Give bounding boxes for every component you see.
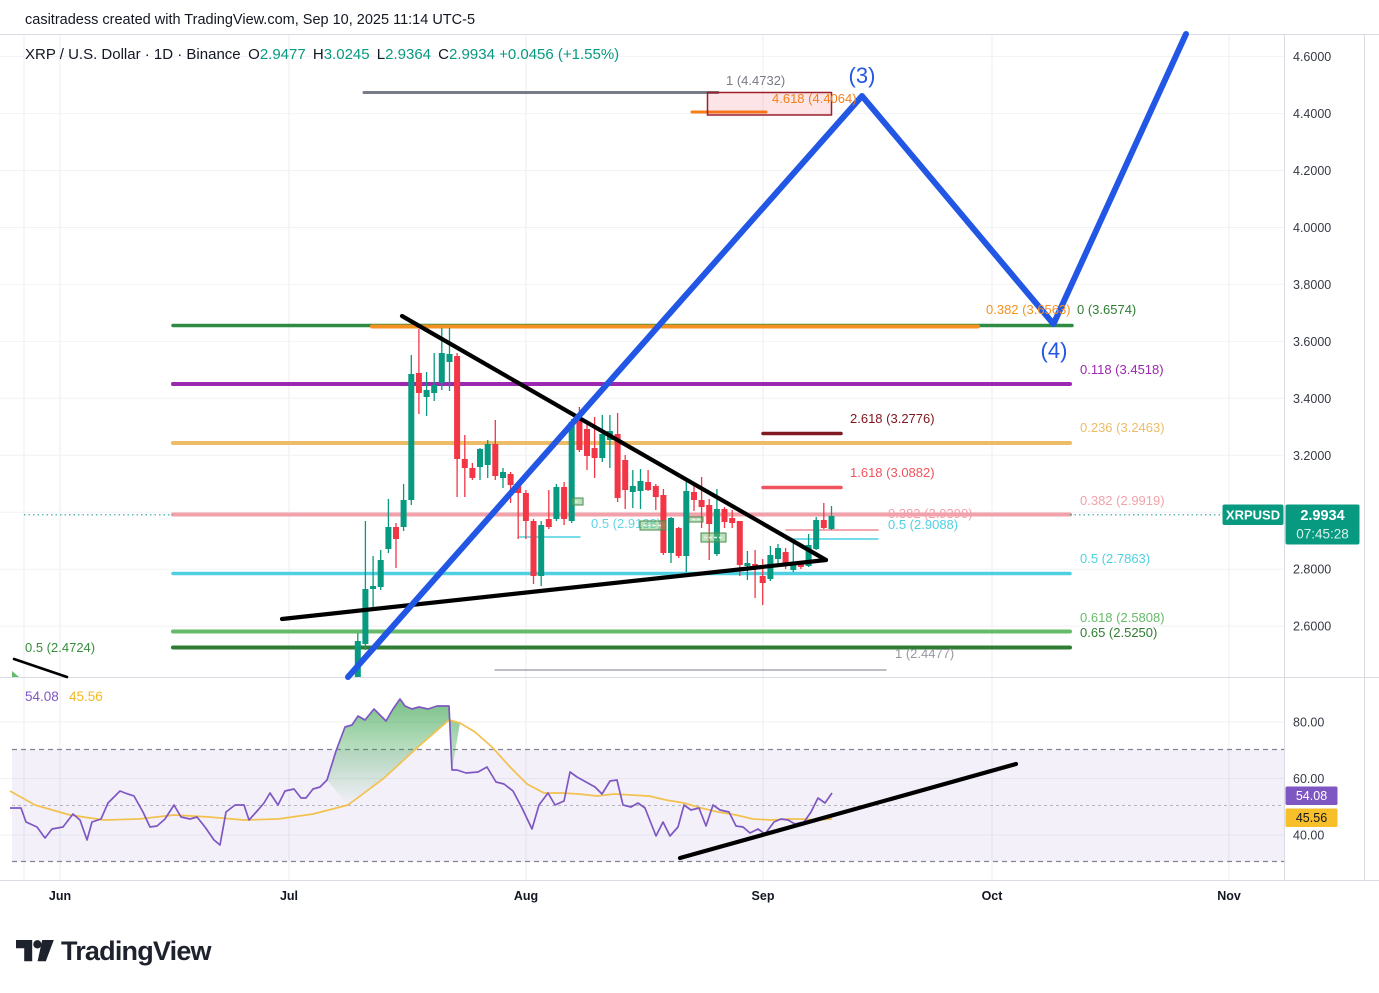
svg-text:0.118 (3.4518): 0.118 (3.4518)	[1080, 362, 1164, 377]
svg-text:3.4000: 3.4000	[1293, 392, 1331, 406]
svg-text:0.5 (2.4724): 0.5 (2.4724)	[25, 640, 95, 655]
svg-text:3.6000: 3.6000	[1293, 335, 1331, 349]
svg-text:80.00: 80.00	[1293, 716, 1324, 730]
svg-text:Nov: Nov	[1217, 889, 1241, 903]
svg-text:Jun: Jun	[49, 889, 71, 903]
svg-text:Jul: Jul	[280, 889, 298, 903]
svg-text:0.382 (3.6563): 0.382 (3.6563)	[986, 302, 1071, 317]
svg-text:casitradess created with Tradi: casitradess created with TradingView.com…	[25, 12, 475, 28]
svg-text:Aug: Aug	[514, 889, 538, 903]
svg-text:2.8000: 2.8000	[1293, 563, 1331, 577]
svg-text:(3): (3)	[849, 63, 876, 88]
svg-text:07:45:28: 07:45:28	[1296, 527, 1349, 542]
svg-text:Sep: Sep	[752, 889, 775, 903]
svg-text:60.00: 60.00	[1293, 772, 1324, 786]
svg-text:0.382 (2.9919): 0.382 (2.9919)	[1080, 493, 1165, 508]
svg-text:1 (4.4732): 1 (4.4732)	[726, 73, 785, 88]
svg-text:0.618 (2.5808): 0.618 (2.5808)	[1080, 610, 1165, 625]
svg-text:(4): (4)	[1041, 338, 1068, 363]
svg-text:0.5 (2.7863): 0.5 (2.7863)	[1080, 551, 1150, 566]
svg-text:1 (2.4477): 1 (2.4477)	[895, 646, 954, 661]
svg-text:3.2000: 3.2000	[1293, 449, 1331, 463]
svg-text:40.00: 40.00	[1293, 829, 1324, 843]
svg-text:2.9934: 2.9934	[1300, 508, 1344, 524]
svg-text:0.65 (2.5250): 0.65 (2.5250)	[1080, 625, 1157, 640]
svg-text:0.236 (3.2463): 0.236 (3.2463)	[1080, 420, 1165, 435]
svg-text:Oct: Oct	[982, 889, 1004, 903]
svg-text:0.5 (2.9138): 0.5 (2.9138)	[591, 516, 661, 531]
svg-text:3.8000: 3.8000	[1293, 278, 1331, 292]
svg-text:45.56: 45.56	[69, 689, 103, 704]
svg-text:0 (3.6574): 0 (3.6574)	[1077, 302, 1136, 317]
svg-text:0.5 (2.9088): 0.5 (2.9088)	[888, 517, 958, 532]
svg-text:54.08: 54.08	[1296, 789, 1327, 803]
svg-text:XRPUSD: XRPUSD	[1226, 508, 1280, 523]
svg-text:4.4000: 4.4000	[1293, 107, 1331, 121]
svg-text:4.618 (4.4064): 4.618 (4.4064)	[772, 91, 857, 106]
svg-text:2.6000: 2.6000	[1293, 620, 1331, 634]
svg-text:54.08: 54.08	[25, 689, 59, 704]
svg-text:2.618 (3.2776): 2.618 (3.2776)	[850, 411, 935, 426]
svg-text:45.56: 45.56	[1296, 811, 1327, 825]
svg-text:XRP / U.S. Dollar · 1D · Binan: XRP / U.S. Dollar · 1D · Binance O2.9477…	[25, 46, 619, 63]
svg-text:TradingView: TradingView	[61, 936, 213, 966]
svg-text:4.6000: 4.6000	[1293, 50, 1331, 64]
svg-text:4.0000: 4.0000	[1293, 221, 1331, 235]
svg-text:1.618 (3.0882): 1.618 (3.0882)	[850, 465, 935, 480]
svg-text:4.2000: 4.2000	[1293, 164, 1331, 178]
